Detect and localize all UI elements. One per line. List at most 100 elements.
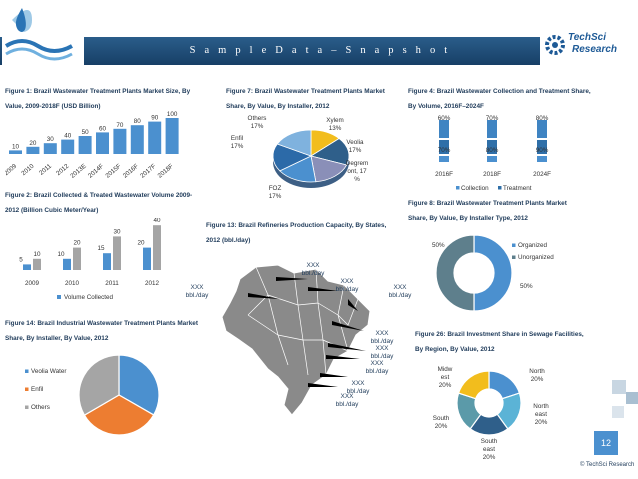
fig2-data-label: 20 xyxy=(137,240,145,247)
fig7-slice xyxy=(272,143,313,172)
fig7-slice-label: Xylem xyxy=(326,117,344,124)
fig14-slice xyxy=(83,394,155,436)
fig7-slice-value: 17% xyxy=(349,147,362,154)
fig1-bar xyxy=(148,121,162,154)
fig7-slice-value: 17% xyxy=(251,123,264,130)
fig14-chart: Veolia Water Enfil Others xyxy=(25,354,160,436)
fig14-legend-label: Veolia Water xyxy=(31,368,66,375)
fig2-data-label: 10 xyxy=(57,251,65,258)
fig2-tick-label: 2012 xyxy=(145,280,160,287)
fig8-slice-value: 50% xyxy=(520,283,533,290)
fig1-data-label: 70 xyxy=(116,122,124,129)
brand-line-1: TechSci xyxy=(568,32,606,43)
fig7-slice-label: Degrem xyxy=(346,160,368,167)
map-label: XXX bbl./day xyxy=(346,380,370,395)
fig4-data-label: 90% xyxy=(536,147,549,154)
map-label: XXX bbl./day xyxy=(370,345,394,360)
fig26-slice-label: east xyxy=(535,411,547,418)
fig1-tick-label: 2014F xyxy=(87,163,105,180)
fig2-tick-label: 2011 xyxy=(105,280,119,287)
fig4-bar-treatment-top xyxy=(487,120,497,138)
fig2-bar xyxy=(103,253,111,270)
fig1-data-label: 90 xyxy=(151,115,159,122)
fig1-tick-label: 2013E xyxy=(69,163,87,180)
fig26-slice-label: Midw xyxy=(438,366,453,373)
fig4-caption: Figure 4: Brazil Wastewater Collection a… xyxy=(408,88,591,110)
fig8-slice xyxy=(435,234,475,312)
fig7-slice-label: Others xyxy=(248,115,267,122)
fig1-bar xyxy=(61,139,75,154)
fig1-bar xyxy=(78,136,92,154)
brand-box: TechSci Research xyxy=(540,22,638,66)
map-label: XXX bbl./day xyxy=(388,284,412,299)
fig1-tick-label: 2011 xyxy=(38,162,53,176)
fig4-tick-label: 2016F xyxy=(435,171,453,178)
header-bar xyxy=(0,37,638,65)
fig26-slice-label: North xyxy=(533,403,549,410)
fig7-slice-label: Veolia xyxy=(346,139,364,146)
fig1-bar xyxy=(43,143,57,154)
map-label: XXX bbl./day xyxy=(335,278,359,293)
fig4-bar-treatment xyxy=(439,140,449,154)
fig2-bar xyxy=(73,247,81,270)
fig8-legend-swatch xyxy=(512,255,516,259)
fig26-caption: Figure 26: Brazil Investment Share in Se… xyxy=(415,331,584,353)
fig2-bar xyxy=(33,258,41,270)
fig8-legend-label: Organized xyxy=(518,242,548,249)
fig7-caption: Figure 7: Brazil Wastewater Treatment Pl… xyxy=(226,88,385,110)
water-drop-logo-icon xyxy=(4,8,73,61)
fig7-slice-label: FOZ xyxy=(269,185,282,192)
fig2-bar xyxy=(153,225,161,270)
fig8-legend-swatch xyxy=(512,243,516,247)
fig4-bar-treatment xyxy=(487,140,497,154)
fig4-bar-collection xyxy=(487,156,497,162)
map-label: XXX bbl./day xyxy=(301,262,325,277)
map-label: XXX bbl./day xyxy=(185,284,209,299)
fig1-bar xyxy=(113,128,127,154)
fig4-chart: 60% 70% 2016F 70% 80% 2018F 80% 90% 2024F Collect… xyxy=(435,115,551,192)
fig1-data-label: 50 xyxy=(82,129,90,136)
fig2-bar xyxy=(143,247,151,270)
fig26-slice-label: 20% xyxy=(531,376,544,383)
fig2-data-label: 15 xyxy=(97,245,105,252)
fig14-legend-swatch xyxy=(25,387,29,391)
fig1-data-label: 100 xyxy=(167,111,178,118)
fig2-data-label: 5 xyxy=(19,256,23,263)
fig1-tick-label: 2017F xyxy=(139,163,157,180)
fig14-legend-swatch xyxy=(25,405,29,409)
fig1-chart: 10 2009 20 2010 30 2011 40 2012 50 2013E 60 2014F 70… xyxy=(5,111,179,180)
fig4-data-label: 60% xyxy=(438,115,451,122)
fig7-slice-value: 17% xyxy=(231,143,244,150)
fig2-chart: 5 10 2009 10 20 2010 15 30 2011 20 40 2012 Volume Co… xyxy=(19,218,161,301)
fig14-slice xyxy=(78,354,120,416)
fig2-caption: Figure 2: Brazil Collected & Treated Was… xyxy=(5,192,193,214)
header-title: S a m p l e D a t a – S n a p s h o t xyxy=(189,45,451,56)
fig7-slice-value: 17% xyxy=(269,193,282,200)
fig1-bar xyxy=(26,146,40,154)
fig1-data-label: 40 xyxy=(64,133,72,140)
fig1-tick-label: 2018F xyxy=(157,163,175,180)
map-label: XXX bbl./day xyxy=(365,360,389,375)
fig14-legend-label: Others xyxy=(31,404,50,411)
fig26-slice-label: North xyxy=(529,368,545,375)
fig26-slice-label: est xyxy=(441,374,450,381)
fig2-bar xyxy=(113,236,121,270)
fig1-bar xyxy=(96,132,109,154)
fig4-data-label: 80% xyxy=(536,115,549,122)
fig2-data-label: 30 xyxy=(113,228,121,235)
fig4-legend-swatch xyxy=(498,186,502,190)
fig1-tick-label: 2009 xyxy=(5,162,19,177)
fig26-slice-label: South xyxy=(481,438,498,445)
fig1-data-label: 20 xyxy=(29,140,37,147)
fig2-data-label: 40 xyxy=(153,218,161,224)
fig1-data-label: 10 xyxy=(12,143,20,150)
fig26-chart: North20%Northeast20%Southeast20%South20%… xyxy=(433,366,549,461)
copyright: © TechSci Research xyxy=(580,462,635,468)
fig2-bar xyxy=(63,258,71,270)
fig13-caption: Figure 13: Brazil Refineries Production … xyxy=(206,222,387,244)
fig2-data-label: 10 xyxy=(33,251,41,258)
fig8-slice-value: 50% xyxy=(432,242,445,249)
fig4-tick-label: 2024F xyxy=(533,171,551,178)
fig7-slice xyxy=(279,155,317,183)
